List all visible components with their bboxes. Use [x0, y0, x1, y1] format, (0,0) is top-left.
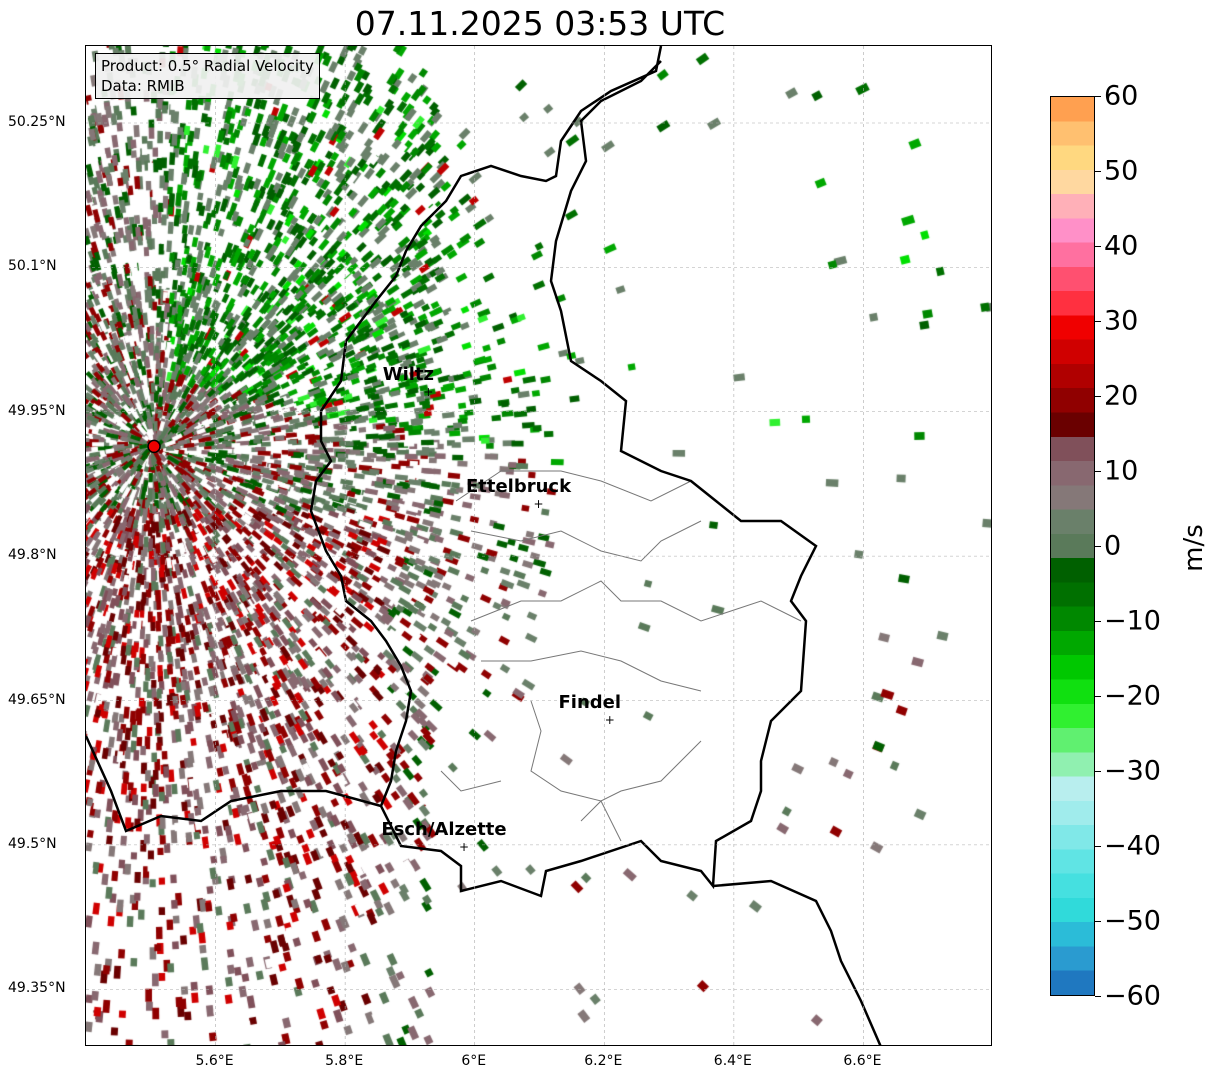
product-info-box: Product: 0.5° Radial Velocity Data: RMIB [95, 53, 320, 99]
colorbar-tick [1095, 996, 1101, 997]
x-tick-label: 5.6°E [195, 1053, 234, 1069]
colorbar-tick-label: 30 [1104, 305, 1139, 337]
colorbar-tick-label: −10 [1104, 605, 1161, 637]
colorbar-tick-label: −60 [1104, 980, 1161, 1012]
colorbar-tick [1095, 321, 1101, 322]
data-source-label: Data: RMIB [101, 77, 185, 95]
colorbar-tick-label: 50 [1104, 155, 1139, 187]
colorbar-tick-label: 0 [1104, 530, 1122, 562]
product-label: Product: 0.5° Radial Velocity [101, 57, 314, 75]
city-marker: + [423, 384, 434, 399]
colorbar-tick [1095, 771, 1101, 772]
colorbar-tick [1095, 246, 1101, 247]
colorbar-tick [1095, 171, 1101, 172]
gridlines [86, 46, 991, 1045]
y-tick-label: 49.35°N [8, 980, 66, 997]
colorbar-tick-label: 20 [1104, 380, 1139, 412]
colorbar-tick [1095, 696, 1101, 697]
colorbar-tick-label: 10 [1104, 455, 1139, 487]
colorbar-tick-label: 60 [1104, 80, 1139, 112]
colorbar-unit: m/s [1178, 524, 1207, 572]
y-tick-label: 50.25°N [8, 114, 66, 130]
colorbar [1050, 96, 1095, 996]
city-label: Esch/Alzette [381, 818, 507, 840]
colorbar-tick [1095, 621, 1101, 622]
y-tick-label: 50.1°N [8, 258, 57, 275]
city-marker: + [604, 712, 615, 727]
x-tick-label: 6.6°E [843, 1053, 882, 1069]
map-overlay [86, 46, 991, 1045]
colorbar-tick [1095, 396, 1101, 397]
chart-title: 07.11.2025 03:53 UTC [354, 4, 726, 43]
colorbar-tick [1095, 846, 1101, 847]
canton-boundaries [440, 470, 802, 842]
colorbar-tick [1095, 471, 1101, 472]
colorbar-tick-label: −40 [1104, 830, 1161, 862]
x-tick-label: 5.8°E [325, 1053, 364, 1069]
city-label: Wiltz [382, 363, 434, 385]
y-tick-label: 49.65°N [8, 691, 66, 708]
radar-echoes [86, 46, 991, 1045]
y-tick-label: 49.8°N [8, 547, 57, 564]
colorbar-tick-label: −20 [1104, 680, 1161, 712]
x-tick-label: 6.2°E [584, 1053, 623, 1069]
country-border [86, 46, 882, 1045]
radar-site-marker [147, 439, 161, 454]
colorbar-tick [1095, 96, 1101, 97]
x-tick-label: 6.4°E [713, 1053, 752, 1069]
colorbar-tick [1095, 921, 1101, 922]
y-tick-label: 49.5°N [8, 835, 57, 852]
city-marker: + [458, 839, 470, 854]
colorbar-tick [1095, 546, 1101, 547]
colorbar-tick-label: −30 [1104, 755, 1161, 787]
y-tick-label: 49.95°N [8, 402, 66, 419]
colorbar-tick-label: 40 [1104, 230, 1139, 262]
city-label: Findel [558, 691, 622, 713]
colorbar-tick-label: −50 [1104, 905, 1161, 937]
city-marker: + [533, 497, 544, 512]
x-tick-label: 6°E [461, 1053, 487, 1069]
city-label: Ettelbruck [465, 476, 572, 498]
radar-map[interactable] [85, 45, 992, 1046]
